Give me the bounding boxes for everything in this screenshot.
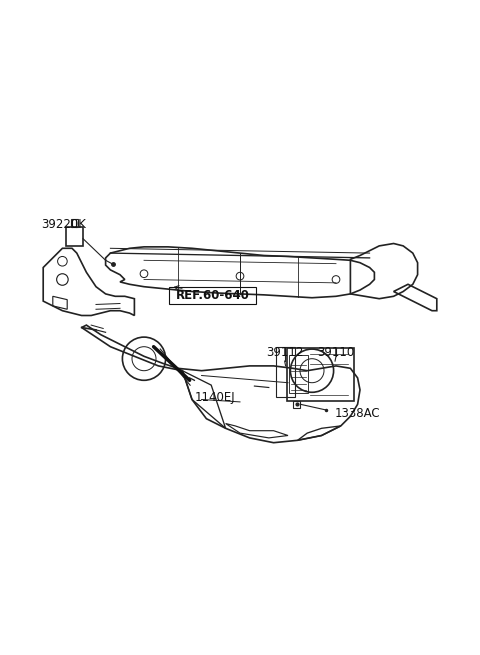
Text: REF.60-640: REF.60-640 — [176, 289, 249, 302]
Bar — [293, 401, 300, 407]
Text: 1140EJ: 1140EJ — [194, 391, 235, 404]
Bar — [71, 219, 78, 227]
Text: 39110: 39110 — [317, 346, 355, 359]
Text: 39220K: 39220K — [41, 218, 86, 231]
Bar — [66, 227, 83, 246]
Text: 39112: 39112 — [266, 346, 303, 359]
Text: 1338AC: 1338AC — [335, 407, 381, 421]
